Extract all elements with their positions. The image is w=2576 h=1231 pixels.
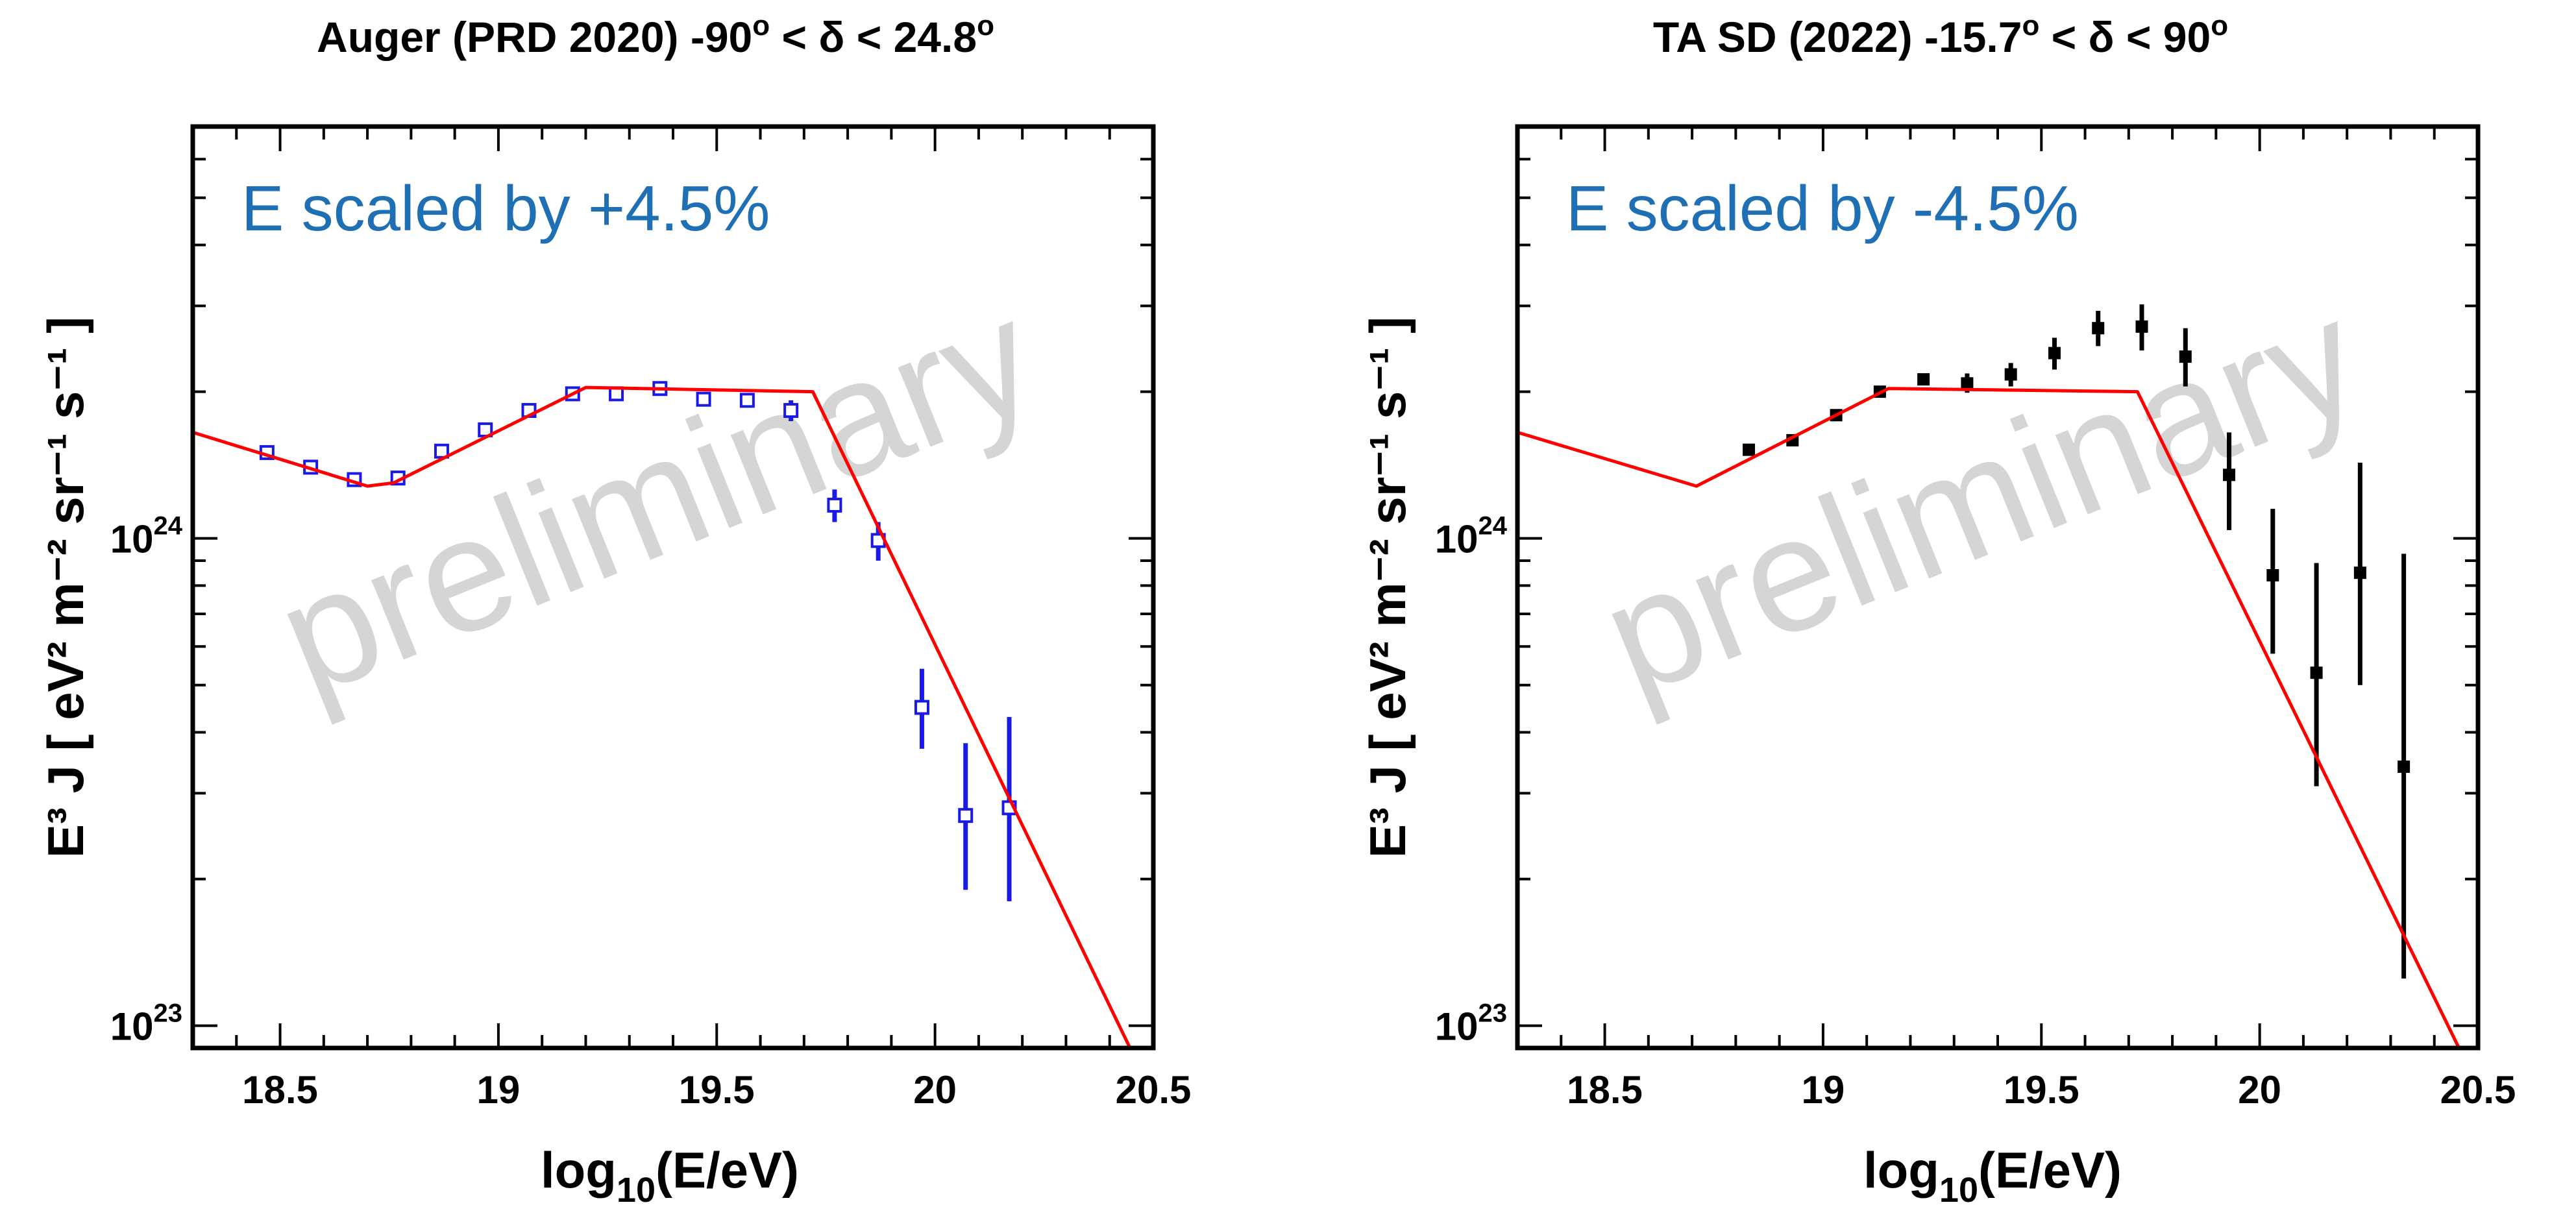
model-line bbox=[1517, 387, 2461, 1048]
data-point bbox=[2048, 347, 2061, 360]
ta-data bbox=[1517, 304, 2461, 1048]
x-tick-label: 19 bbox=[1802, 1068, 1845, 1112]
data-point bbox=[783, 403, 799, 419]
auger-y-ticks: 1023 1024 bbox=[110, 512, 183, 1049]
auger-plot-frame bbox=[190, 124, 1156, 1051]
data-point bbox=[2398, 761, 2410, 774]
ta-title: TA SD (2022) -15.7o < δ < 90o bbox=[1653, 10, 2228, 61]
auger-x-ticks: 18.5 19 19.5 20 20.5 bbox=[242, 1068, 1191, 1112]
data-point bbox=[2310, 666, 2323, 679]
ta-panel: TA SD (2022) -15.7o < δ < 90o preliminar… bbox=[1359, 10, 2516, 1210]
x-tick-label: 19.5 bbox=[679, 1068, 755, 1112]
x-tick-label: 20.5 bbox=[1116, 1068, 1192, 1112]
model-line bbox=[193, 385, 1132, 1048]
ta-y-axis-label: E³ J [ eV² m⁻² sr⁻¹ s⁻¹ ] bbox=[1359, 317, 1416, 858]
data-point bbox=[1743, 443, 1756, 456]
x-tick-label: 20 bbox=[913, 1068, 957, 1112]
auger-data bbox=[193, 381, 1132, 1048]
ta-plot-area: preliminary E scaled by -4.5% bbox=[1517, 127, 2478, 1048]
y-tick-label: 1024 bbox=[1435, 512, 1508, 561]
auger-x-axis-label: log10(E/eV) bbox=[541, 1141, 799, 1210]
data-point bbox=[1917, 373, 1930, 386]
data-point bbox=[2353, 567, 2366, 579]
data-point bbox=[2223, 469, 2236, 481]
data-point bbox=[914, 700, 929, 715]
ta-plot-frame bbox=[1515, 124, 2481, 1051]
data-point bbox=[2004, 368, 2017, 381]
x-tick-label: 19.5 bbox=[2004, 1068, 2079, 1112]
y-tick-label: 1023 bbox=[110, 999, 182, 1049]
data-point bbox=[2266, 569, 2279, 582]
auger-y-axis-label: E³ J [ eV² m⁻² sr⁻¹ s⁻¹ ] bbox=[37, 317, 94, 858]
ta-x-axis-label: log10(E/eV) bbox=[1863, 1141, 2122, 1210]
auger-energy-scale-note: E scaled by +4.5% bbox=[241, 173, 770, 244]
ta-watermark: preliminary bbox=[1579, 264, 2383, 729]
data-point bbox=[827, 497, 842, 513]
auger-panel: Auger (PRD 2020) -90o < δ < 24.8o prelim… bbox=[37, 10, 1191, 1210]
data-point bbox=[2135, 320, 2148, 333]
y-tick-label: 1023 bbox=[1435, 999, 1507, 1049]
auger-watermark: preliminary bbox=[254, 264, 1058, 729]
data-point bbox=[696, 391, 711, 407]
auger-title: Auger (PRD 2020) -90o < δ < 24.8o bbox=[317, 10, 994, 61]
data-point bbox=[2179, 350, 2192, 363]
data-point bbox=[1961, 377, 1974, 390]
x-tick-label: 20 bbox=[2238, 1068, 2281, 1112]
ta-x-ticks: 18.5 19 19.5 20 20.5 bbox=[1567, 1068, 2516, 1112]
ta-y-ticks: 1023 1024 bbox=[1435, 512, 1508, 1049]
data-point bbox=[2092, 322, 2105, 335]
ta-energy-scale-note: E scaled by -4.5% bbox=[1566, 173, 2079, 244]
x-tick-label: 20.5 bbox=[2440, 1068, 2516, 1112]
y-tick-label: 1024 bbox=[110, 512, 183, 561]
x-tick-label: 18.5 bbox=[242, 1068, 318, 1112]
x-tick-label: 18.5 bbox=[1567, 1068, 1643, 1112]
data-point bbox=[739, 393, 755, 408]
data-point bbox=[958, 808, 974, 823]
x-tick-label: 19 bbox=[477, 1068, 521, 1112]
auger-plot-area: preliminary E scaled by +4.5% bbox=[193, 127, 1153, 1048]
